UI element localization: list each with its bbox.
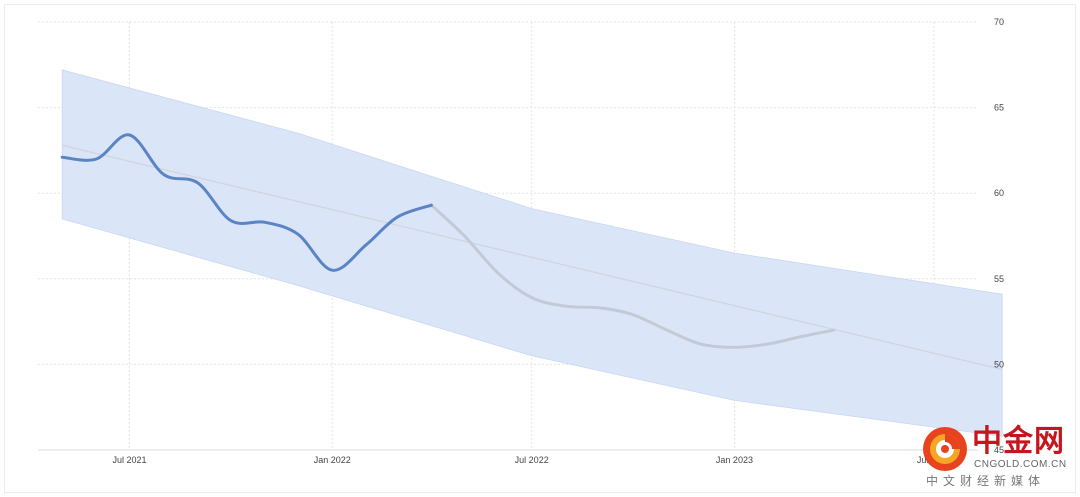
watermark: 中金网 CNGOLD.COM.CN 中文财经新媒体 [922,424,1072,490]
cngold-logo [923,427,967,471]
series-line-actual [60,133,433,272]
watermark-domain: CNGOLD.COM.CN [974,459,1067,470]
confidence-band [61,69,1003,437]
y-axis-ticks: 45 50 55 60 65 70 [994,17,1004,455]
confidence-band-layer [61,69,1003,437]
watermark-name: 中金网 [972,424,1065,459]
x-tick-label: Jan 2023 [716,455,753,465]
chart-frame [4,4,1076,493]
y-tick-label: 60 [994,188,1004,198]
y-tick-label: 45 [994,445,1004,455]
trend-line-layer [62,144,1003,371]
watermark-slogan: 中文财经新媒体 [926,474,1046,488]
y-tick-label: 55 [994,274,1004,284]
series-line-forecast [429,203,836,349]
x-tick-label: Jul 2022 [515,455,549,465]
y-tick-label: 65 [994,103,1004,113]
x-tick-label: Jul 2021 [112,455,146,465]
x-tick-label: Jan 2022 [314,455,351,465]
y-tick-label: 70 [994,17,1004,27]
trend-line [62,144,1003,371]
y-tick-label: 50 [994,359,1004,369]
series-layer [60,133,836,349]
